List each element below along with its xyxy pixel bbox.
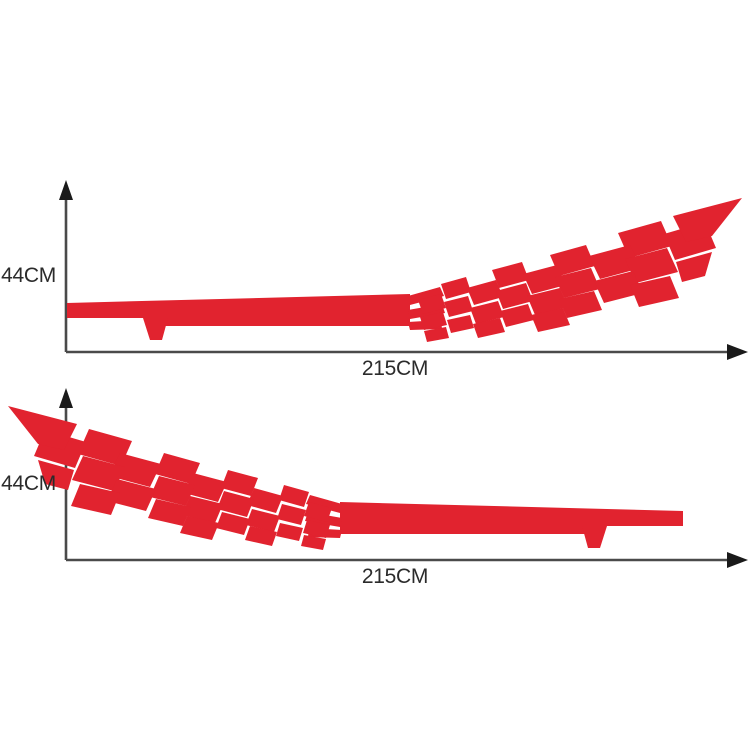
x-axis-arrow-icon — [727, 552, 748, 568]
flag-tip-upper-bottom — [8, 406, 77, 450]
checker-cell — [625, 248, 678, 283]
x-axis-arrow-icon — [727, 344, 748, 360]
checker-cell — [420, 312, 447, 330]
checker-cell — [444, 296, 473, 317]
checker-cell — [441, 277, 471, 299]
y-axis-top — [59, 180, 73, 352]
checker-cell — [467, 280, 503, 305]
checker-cell — [496, 283, 533, 309]
checker-cell — [279, 485, 309, 507]
checker-cell — [550, 245, 595, 276]
checker-cell — [109, 453, 161, 487]
height-label-bottom: 44CM — [1, 472, 56, 495]
checker-cell — [246, 509, 280, 532]
checker-cell — [182, 496, 223, 523]
solid-stripe-bottom — [340, 502, 683, 534]
checker-cell — [500, 304, 534, 327]
checker-cell — [418, 294, 446, 314]
checker-cell — [594, 271, 643, 303]
flag-tip-upper-top — [673, 198, 742, 242]
height-label-top: 44CM — [1, 264, 56, 287]
checker-cell — [559, 291, 602, 318]
checker-cell — [107, 479, 156, 511]
y-axis-arrow-icon — [59, 180, 73, 200]
checker-cell — [247, 488, 283, 513]
checkered-flag-graphic-top — [67, 198, 742, 342]
checker-cell — [217, 491, 254, 517]
stripe-tail-notch-bottom — [582, 526, 607, 548]
checker-cell — [470, 301, 504, 324]
checker-cell — [277, 504, 306, 525]
checker-cell — [473, 318, 505, 338]
decal-diagram-top: 44CM 215CM — [0, 170, 750, 385]
solid-stripe-top — [67, 294, 410, 326]
length-label-bottom: 215CM — [362, 565, 428, 588]
checker-cell — [216, 512, 250, 535]
x-axis-bottom — [66, 552, 748, 568]
decal-diagram-bottom: 44CM 215CM — [0, 378, 750, 593]
length-label-top: 215CM — [362, 357, 428, 380]
checker-cell — [301, 535, 326, 550]
checker-cell — [276, 523, 303, 541]
checker-cell — [245, 526, 277, 546]
checker-cell — [304, 502, 332, 522]
checker-cell — [492, 262, 529, 288]
checkered-flag-graphic-bottom — [8, 406, 683, 550]
ribbon-upper-bottom — [306, 495, 342, 513]
checker-cell — [150, 476, 195, 506]
ribbon-upper-top — [408, 287, 444, 305]
checker-cell — [589, 245, 641, 279]
checker-cell — [424, 327, 449, 342]
checker-cell — [630, 276, 679, 307]
checker-cell — [148, 499, 191, 526]
checker-cell — [180, 516, 219, 540]
flag-tip-lower-bottom — [38, 460, 74, 490]
checker-cell — [447, 315, 474, 333]
checker-cell — [71, 484, 120, 515]
checker-cell — [155, 453, 200, 484]
checker-cell — [184, 473, 227, 502]
checker-cell — [303, 520, 330, 538]
stripe-tail-notch-top — [143, 318, 168, 340]
checker-cell — [523, 265, 566, 294]
checker-cell — [72, 456, 125, 491]
checker-cell — [221, 470, 258, 496]
checker-cell — [527, 288, 568, 315]
checker-cell — [531, 308, 570, 332]
y-axis-arrow-icon — [59, 388, 73, 408]
flag-tip-lower-top — [676, 252, 712, 282]
checker-cell — [555, 268, 600, 298]
x-axis-top — [66, 344, 748, 360]
